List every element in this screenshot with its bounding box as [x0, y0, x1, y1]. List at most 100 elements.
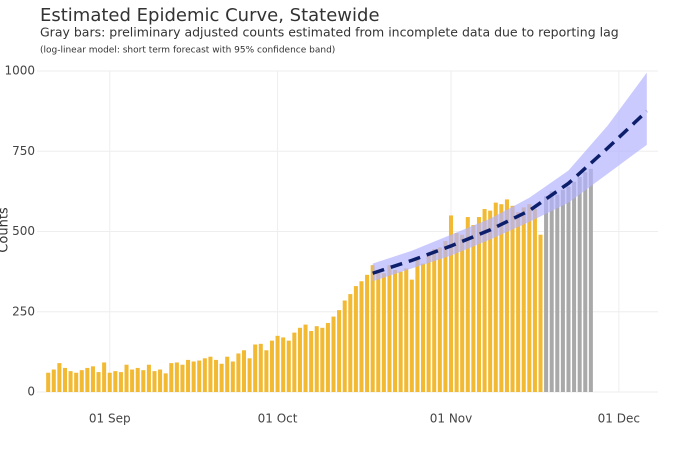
bar: [583, 172, 588, 392]
bar: [303, 324, 308, 392]
bar: [264, 350, 269, 392]
bar: [102, 362, 107, 392]
bar: [555, 194, 560, 392]
bar: [85, 367, 90, 392]
bar: [118, 372, 123, 392]
bar: [359, 281, 364, 392]
bar: [186, 359, 191, 392]
bar: [74, 372, 79, 392]
bar: [90, 366, 95, 392]
bar: [404, 268, 409, 392]
bar: [527, 204, 532, 392]
bar: [314, 326, 319, 392]
bar: [202, 358, 207, 392]
chart-title: Estimated Epidemic Curve, Statewide: [40, 5, 380, 26]
bar: [437, 247, 442, 392]
bar: [460, 234, 465, 392]
bar: [180, 364, 185, 392]
bar: [331, 316, 336, 392]
bar: [365, 274, 370, 392]
bar: [275, 335, 280, 392]
bar: [152, 371, 157, 392]
x-tick-label: 01 Nov: [430, 412, 473, 426]
bar: [191, 361, 196, 392]
bar: [46, 372, 51, 392]
bar: [381, 273, 386, 392]
bar: [51, 369, 56, 392]
bar: [79, 370, 84, 392]
bar: [146, 364, 151, 392]
bar: [286, 340, 291, 392]
bar: [309, 331, 314, 392]
bar: [398, 271, 403, 392]
bar: [292, 332, 297, 392]
bar: [325, 322, 330, 392]
bar: [465, 217, 470, 392]
bar: [281, 337, 286, 392]
bar: [588, 168, 593, 392]
bar: [516, 212, 521, 392]
y-tick-label: 0: [27, 385, 35, 399]
bar: [320, 327, 325, 392]
bar: [510, 205, 515, 392]
bar: [538, 234, 543, 392]
y-tick-label: 750: [12, 144, 35, 158]
bar: [337, 310, 342, 392]
bar: [426, 253, 431, 392]
bar: [566, 186, 571, 392]
bar: [197, 360, 202, 392]
bar: [376, 270, 381, 392]
bar: [488, 210, 493, 392]
bar: [269, 340, 274, 392]
bar: [532, 209, 537, 392]
bar: [549, 191, 554, 392]
bar: [135, 367, 140, 392]
bar: [158, 369, 163, 392]
bar: [353, 286, 358, 392]
bar: [432, 249, 437, 392]
bar: [253, 344, 258, 392]
bar: [454, 233, 459, 392]
bar: [521, 207, 526, 392]
bar: [443, 241, 448, 392]
bar: [107, 372, 112, 392]
bar: [387, 265, 392, 392]
bar: [393, 270, 398, 392]
bar: [62, 367, 67, 392]
bar: [471, 225, 476, 392]
chart-note: (log-linear model: short term forecast w…: [40, 46, 335, 56]
confidence-band: [372, 72, 647, 282]
bar: [560, 189, 565, 392]
bar: [208, 356, 213, 392]
bar: [163, 373, 168, 392]
bar: [577, 176, 582, 392]
bar: [421, 263, 426, 392]
bar: [258, 343, 263, 392]
bar: [504, 199, 509, 392]
y-axis-label: Counts: [0, 207, 12, 253]
x-tick-label: 01 Dec: [598, 412, 640, 426]
bar: [370, 265, 375, 392]
y-tick-label: 500: [12, 224, 35, 238]
bar: [493, 202, 498, 392]
bar: [174, 362, 179, 392]
bar: [130, 369, 135, 392]
bar: [113, 371, 118, 392]
bar: [482, 209, 487, 392]
bar: [236, 353, 241, 392]
x-tick-label: 01 Sep: [89, 412, 131, 426]
y-tick-label: 1000: [4, 64, 35, 78]
bar: [342, 300, 347, 392]
bar: [219, 363, 224, 392]
bar: [448, 215, 454, 392]
x-tick-label: 01 Oct: [258, 412, 298, 426]
bar: [499, 204, 504, 392]
bar: [409, 279, 414, 392]
bar: [297, 327, 302, 392]
bar: [169, 363, 174, 392]
bar: [348, 294, 353, 392]
bar: [96, 372, 101, 392]
forecast-line: [372, 109, 649, 275]
bar: [476, 217, 481, 392]
